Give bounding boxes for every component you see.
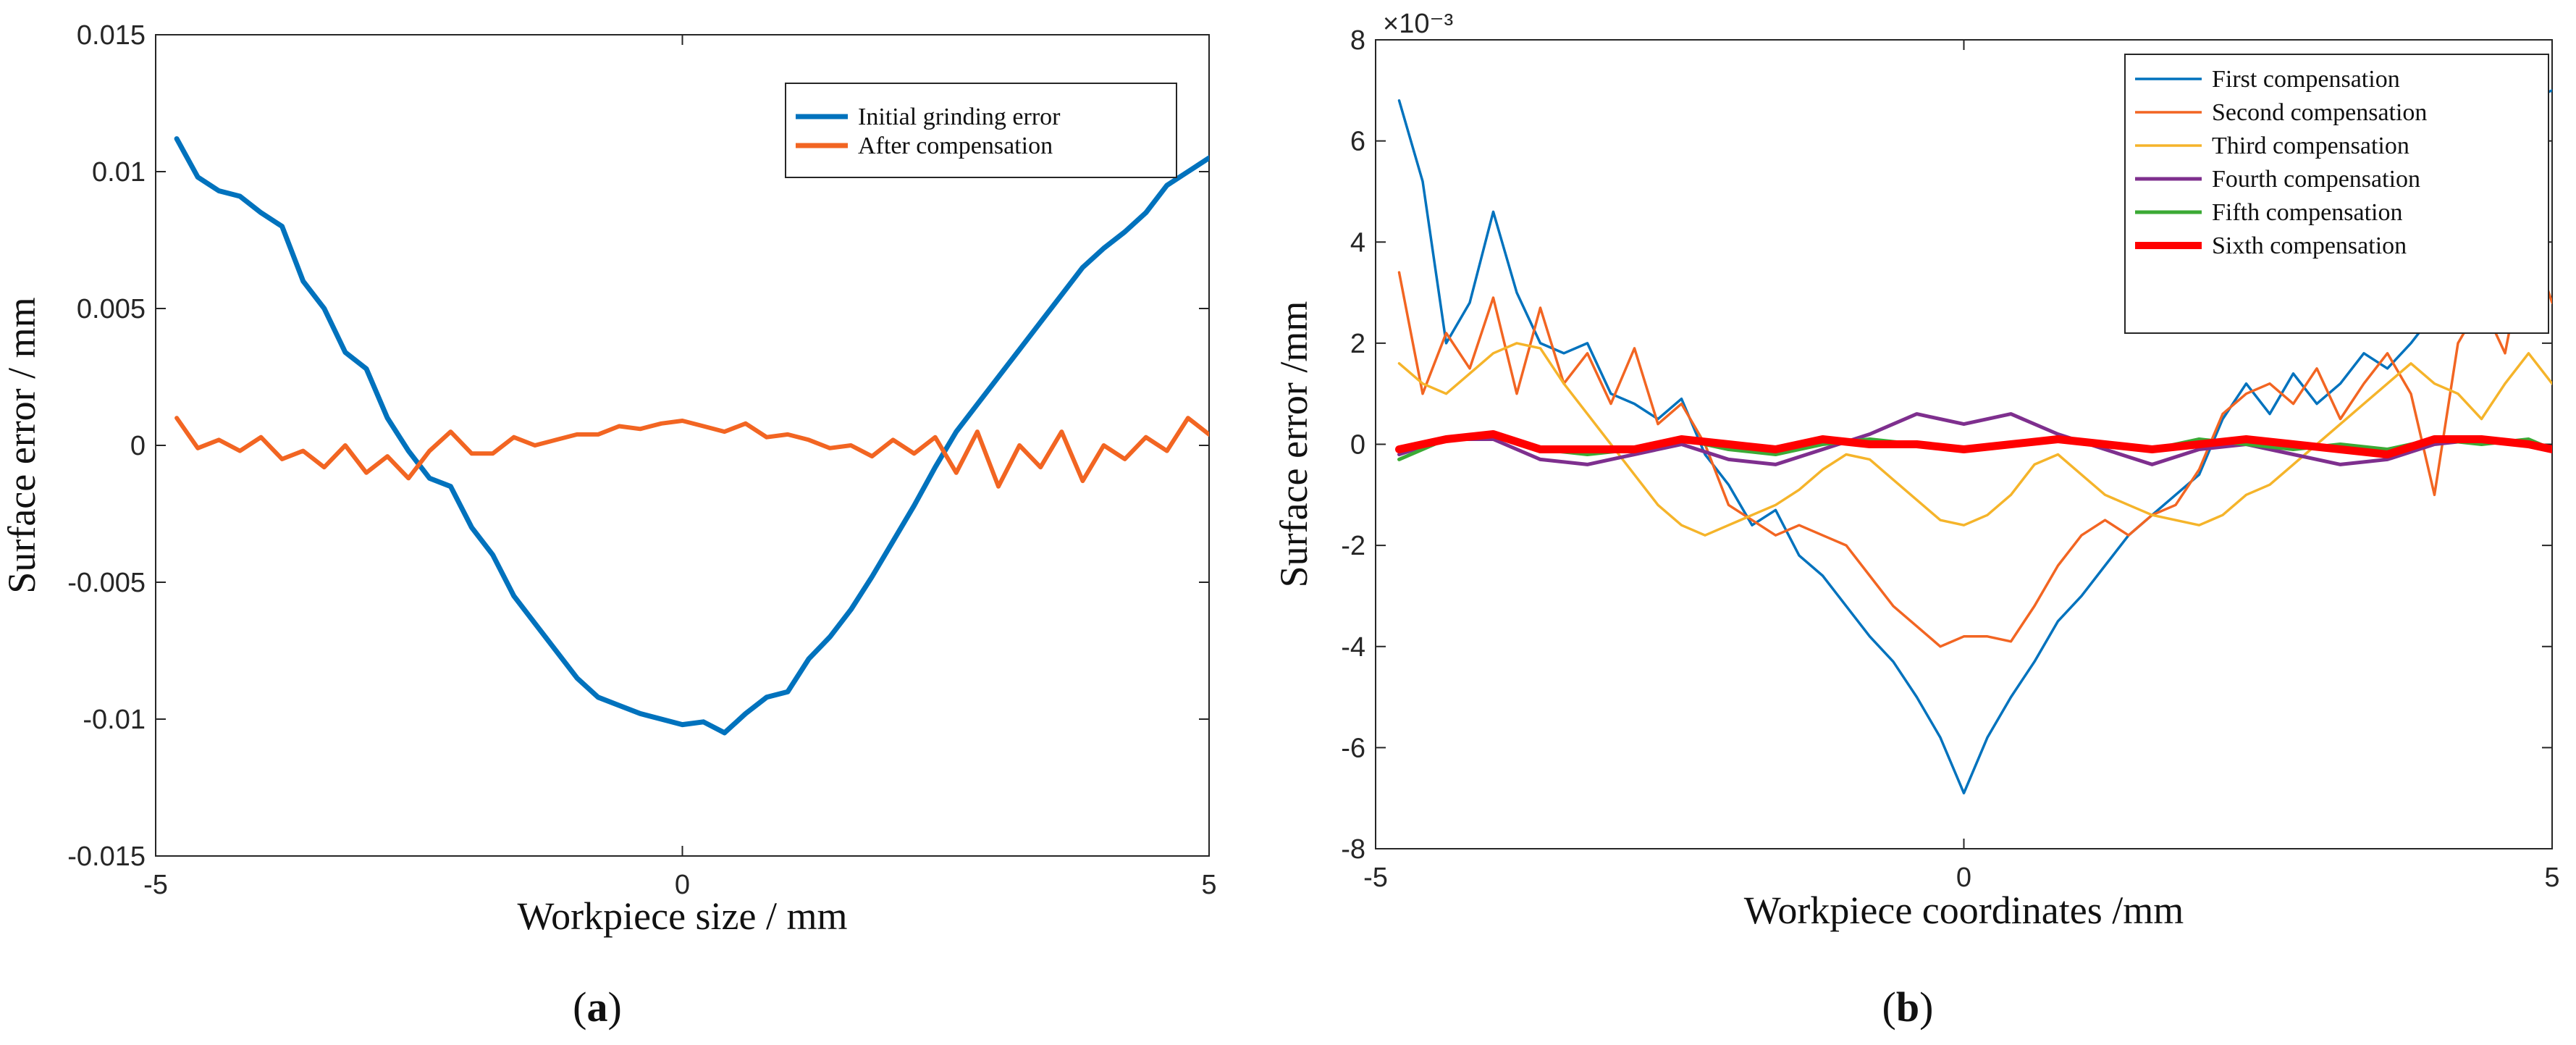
y-tick-label: -8 [1341, 834, 1365, 865]
y-tick-label: 6 [1350, 127, 1365, 157]
panel-caption: (a) [573, 983, 622, 1031]
legend-entry-label: Fourth compensation [2212, 166, 2420, 193]
series-line-initial-grinding-error [174, 136, 1209, 736]
x-tick-label: -5 [143, 870, 168, 900]
series-line-third-compensation [1397, 342, 2552, 537]
legend-entry-label: Third compensation [2212, 133, 2409, 159]
y-tick-label: -4 [1341, 632, 1365, 663]
series-line-sixth-compensation [1395, 430, 2552, 458]
y-axis-label: Surface error /mm [1272, 301, 1316, 588]
legend-box [785, 83, 1177, 178]
series-group [1395, 89, 2552, 794]
y-tick-label: -0.01 [83, 705, 146, 735]
y-exponent-label: ×10⁻³ [1383, 9, 1453, 39]
legend: First compensation Second compensation Thi… [2124, 54, 2549, 334]
panel-caption-letter: b [1896, 983, 1919, 1031]
x-tick-label: 5 [2544, 863, 2559, 893]
panel-a: -0.015 -0.01 -0.005 0 0.005 0.01 0.015 -5 0 5 Init… [0, 20, 1217, 1031]
y-tick-label: 0 [130, 431, 146, 461]
y-tick-label: -6 [1341, 733, 1365, 763]
legend-entry-label: After compensation [858, 133, 1053, 159]
y-tick-label: -0.005 [67, 568, 146, 598]
y-tick-label: 4 [1350, 227, 1365, 258]
y-axis-label: Surface error / mm [0, 297, 43, 593]
y-tick-label: 0.005 [77, 294, 146, 324]
legend: Initial grinding error After compensation [785, 83, 1177, 178]
panel-b: -8 -6 -4 -2 0 2 4 6 8 -5 0 5 ×10⁻³ First compensation… [1272, 9, 2560, 1031]
x-tick-label: -5 [1363, 863, 1388, 893]
y-tick-label: 0.015 [77, 20, 146, 51]
x-tick-label: 0 [675, 870, 690, 900]
x-axis-label: Workpiece coordinates /mm [1744, 889, 2184, 932]
series-group [174, 136, 1209, 736]
y-tick-label: 2 [1350, 329, 1365, 359]
y-tick-label: 0 [1350, 430, 1365, 461]
legend-entry-label: Sixth compensation [2212, 232, 2407, 259]
y-tick-label: 0.01 [92, 157, 146, 188]
legend-entry-label: First compensation [2212, 66, 2400, 93]
legend-entry-label: Second compensation [2212, 99, 2427, 126]
y-tick-label: 8 [1350, 25, 1365, 56]
x-tick-label: 5 [1201, 870, 1216, 900]
legend-entry-label: Fifth compensation [2212, 199, 2402, 226]
y-tick-label: -2 [1341, 531, 1365, 561]
legend-entry-label: Initial grinding error [858, 104, 1061, 130]
x-tick-label: 0 [1956, 863, 1971, 893]
x-axis-label: Workpiece size / mm [518, 894, 848, 938]
series-line-first-compensation [1397, 89, 2552, 794]
series-line-fourth-compensation [1397, 412, 2552, 466]
series-line-second-compensation [1397, 230, 2552, 648]
panel-caption: (b) [1882, 983, 1934, 1031]
y-tick-label: -0.015 [67, 842, 146, 872]
series-line-after-compensation [174, 416, 1209, 489]
panel-caption-letter: a [587, 983, 608, 1031]
legend-box [2124, 54, 2549, 334]
